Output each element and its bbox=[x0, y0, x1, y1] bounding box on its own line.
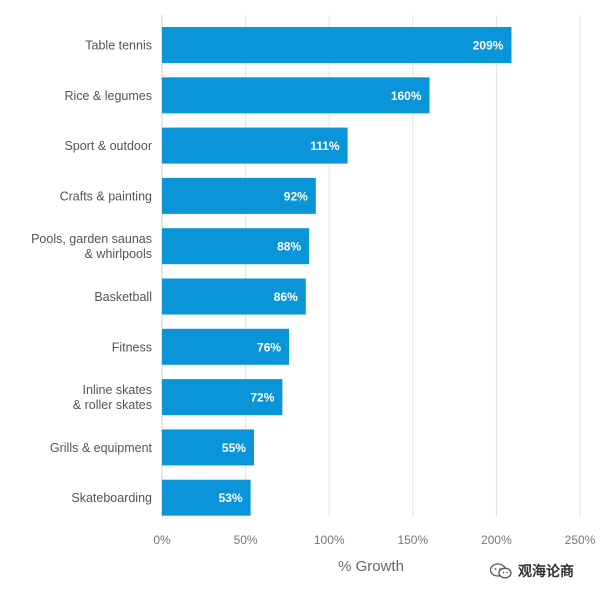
bar bbox=[162, 228, 310, 265]
watermark-text: 观海论商 bbox=[518, 564, 574, 580]
x-tick-label: 0% bbox=[153, 533, 171, 547]
category-label: Basketball bbox=[94, 290, 152, 304]
x-tick-label: 200% bbox=[481, 533, 512, 547]
bar-value-label: 209% bbox=[473, 39, 504, 53]
category-label: Grills & equipment bbox=[50, 441, 153, 455]
bar-value-label: 86% bbox=[274, 290, 298, 304]
bar bbox=[162, 328, 290, 365]
bar-value-label: 72% bbox=[250, 391, 274, 405]
bar bbox=[162, 127, 348, 164]
bar-value-label: 76% bbox=[257, 340, 281, 354]
category-label: Rice & legumes bbox=[64, 89, 152, 103]
category-label: Crafts & painting bbox=[60, 189, 152, 203]
category-label: Pools, garden saunas & whirlpools bbox=[31, 232, 152, 261]
x-tick-label: 150% bbox=[397, 533, 428, 547]
x-axis-title: % Growth bbox=[338, 558, 404, 575]
x-tick-label: 50% bbox=[234, 533, 258, 547]
bar bbox=[162, 77, 430, 114]
category-label: Skateboarding bbox=[71, 491, 152, 505]
bar-value-label: 88% bbox=[277, 240, 301, 254]
bar bbox=[162, 479, 251, 516]
bar bbox=[162, 278, 306, 315]
x-tick-label: 250% bbox=[565, 533, 596, 547]
bar-value-label: 55% bbox=[222, 441, 246, 455]
bar bbox=[162, 379, 283, 416]
category-label: Inline skates & roller skates bbox=[73, 383, 152, 412]
wechat-icon bbox=[490, 563, 512, 579]
bar-value-label: 111% bbox=[310, 139, 340, 153]
watermark: 观海论商 bbox=[490, 561, 574, 581]
bar-value-label: 92% bbox=[284, 189, 308, 203]
x-tick-label: 100% bbox=[314, 533, 345, 547]
bar bbox=[162, 27, 512, 63]
category-label: Sport & outdoor bbox=[64, 139, 152, 153]
category-label: Table tennis bbox=[85, 39, 152, 53]
bar-value-label: 53% bbox=[219, 491, 243, 505]
bar-value-label: 160% bbox=[391, 89, 422, 103]
bar bbox=[162, 429, 254, 466]
bar bbox=[162, 177, 316, 214]
category-label: Fitness bbox=[112, 340, 152, 354]
